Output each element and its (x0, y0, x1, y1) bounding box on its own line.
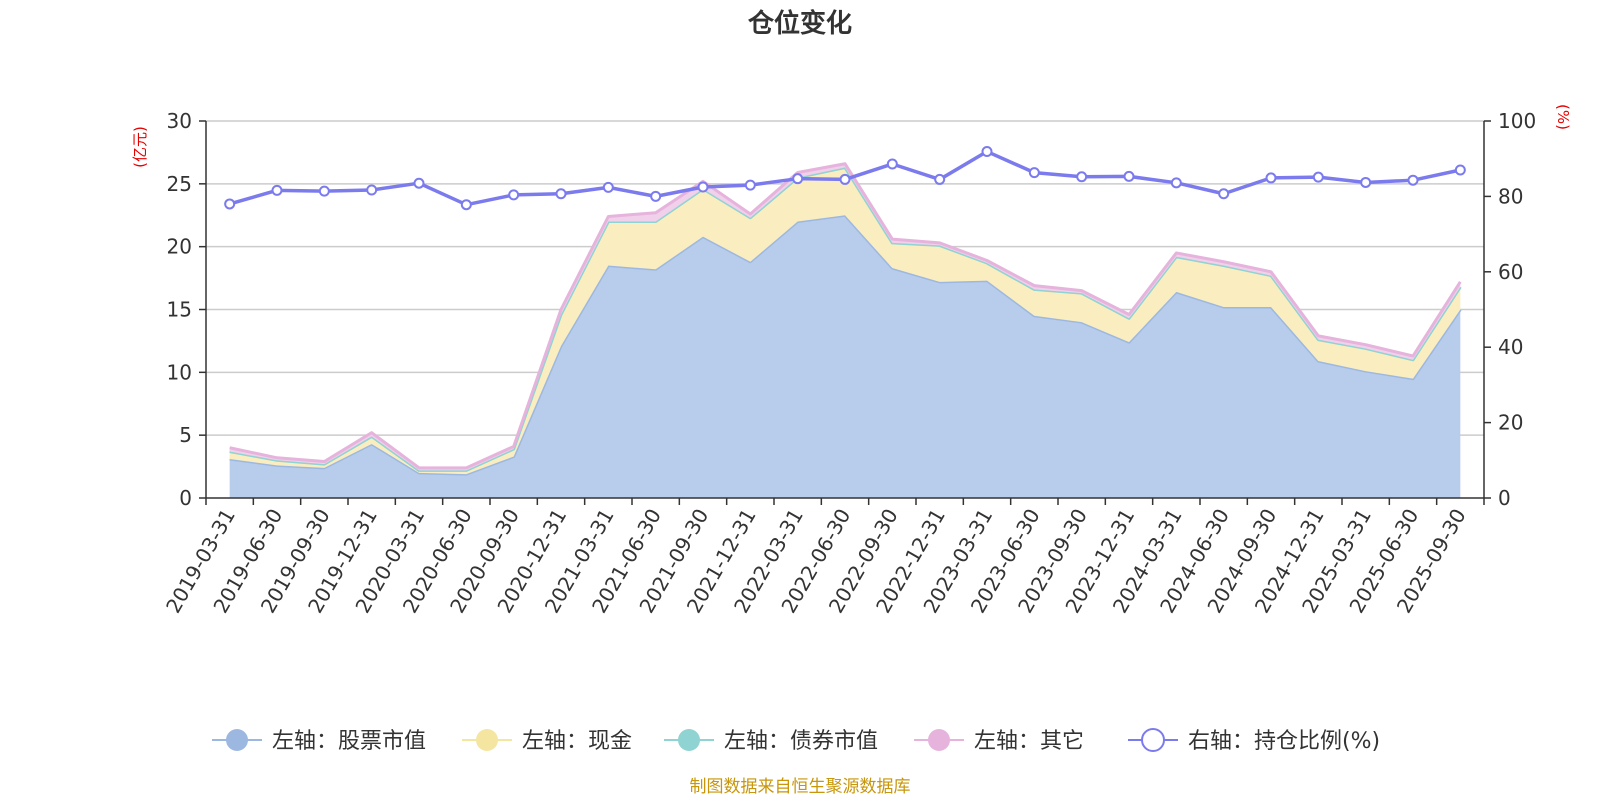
right-tick-label: 80 (1498, 184, 1523, 208)
left-tick-label: 30 (167, 109, 192, 133)
left-tick-label: 5 (179, 423, 192, 447)
ratio-point (318, 185, 330, 197)
ratio-point (602, 181, 614, 193)
ratio-point (460, 199, 472, 211)
legend-label: 左轴：股票市值 (272, 729, 426, 754)
ratio-point (1028, 167, 1040, 179)
legend-item[interactable]: 左轴：债券市值 (664, 729, 878, 754)
legend-label: 左轴：债券市值 (724, 729, 878, 754)
ratio-point (271, 184, 283, 196)
source-note: 制图数据来自恒生聚源数据库 (690, 777, 911, 797)
left-tick-label: 0 (179, 486, 192, 510)
ratio-point (792, 173, 804, 185)
ratio-point (508, 189, 520, 201)
left-axis-unit: (亿元) (131, 126, 149, 168)
left-tick-label: 25 (167, 172, 192, 196)
legend-label: 右轴：持仓比例(%) (1188, 729, 1380, 754)
ratio-point (981, 146, 993, 158)
legend-label: 左轴：其它 (974, 729, 1084, 754)
legend-label: 左轴：现金 (522, 729, 632, 754)
ratio-point (555, 188, 567, 200)
legend-marker (678, 729, 700, 751)
legend[interactable]: 左轴：股票市值 左轴：现金 左轴：债券市值 左轴：其它 右轴：持仓比例(%) (212, 728, 1380, 754)
right-tick-label: 20 (1498, 411, 1523, 435)
ratio-point (224, 198, 236, 210)
ratio-point (839, 173, 851, 185)
area-1 (229, 215, 1461, 498)
legend-item[interactable]: 右轴：持仓比例(%) (1128, 728, 1380, 754)
legend-marker (226, 729, 248, 751)
ratio-point (1218, 188, 1230, 200)
right-axis-unit: (%) (1554, 104, 1572, 130)
right-tick-label: 40 (1498, 335, 1523, 359)
area-line-4 (229, 162, 1462, 470)
ratio-point (1360, 176, 1372, 188)
legend-marker (1141, 728, 1165, 752)
ratio-point (1407, 174, 1419, 186)
ratio-point (934, 173, 946, 185)
ratio-point (1123, 170, 1135, 182)
ratio-point (886, 158, 898, 170)
ratio-point (366, 184, 378, 196)
chart-title: 仓位变化 (747, 8, 852, 39)
ratio-point (413, 177, 425, 189)
ratio-point (697, 181, 709, 193)
left-tick-label: 10 (167, 360, 192, 384)
legend-item[interactable]: 左轴：现金 (462, 729, 632, 754)
left-tick-label: 15 (167, 298, 192, 322)
area-2 (229, 167, 1461, 475)
legend-marker (476, 729, 498, 751)
ratio-point (744, 179, 756, 191)
area-series (229, 162, 1462, 498)
ratio-point (1454, 164, 1466, 176)
ratio-point (1312, 171, 1324, 183)
left-tick-label: 20 (167, 235, 192, 259)
legend-item[interactable]: 左轴：股票市值 (212, 729, 426, 754)
ratio-point (650, 190, 662, 202)
line-series (224, 146, 1466, 211)
ratio-point (1265, 172, 1277, 184)
legend-item[interactable]: 左轴：其它 (914, 729, 1084, 754)
legend-marker (928, 729, 950, 751)
ratio-point (1076, 171, 1088, 183)
ratio-point (1170, 177, 1182, 189)
right-tick-label: 0 (1498, 486, 1511, 510)
right-tick-label: 60 (1498, 260, 1523, 284)
right-tick-label: 100 (1498, 109, 1536, 133)
